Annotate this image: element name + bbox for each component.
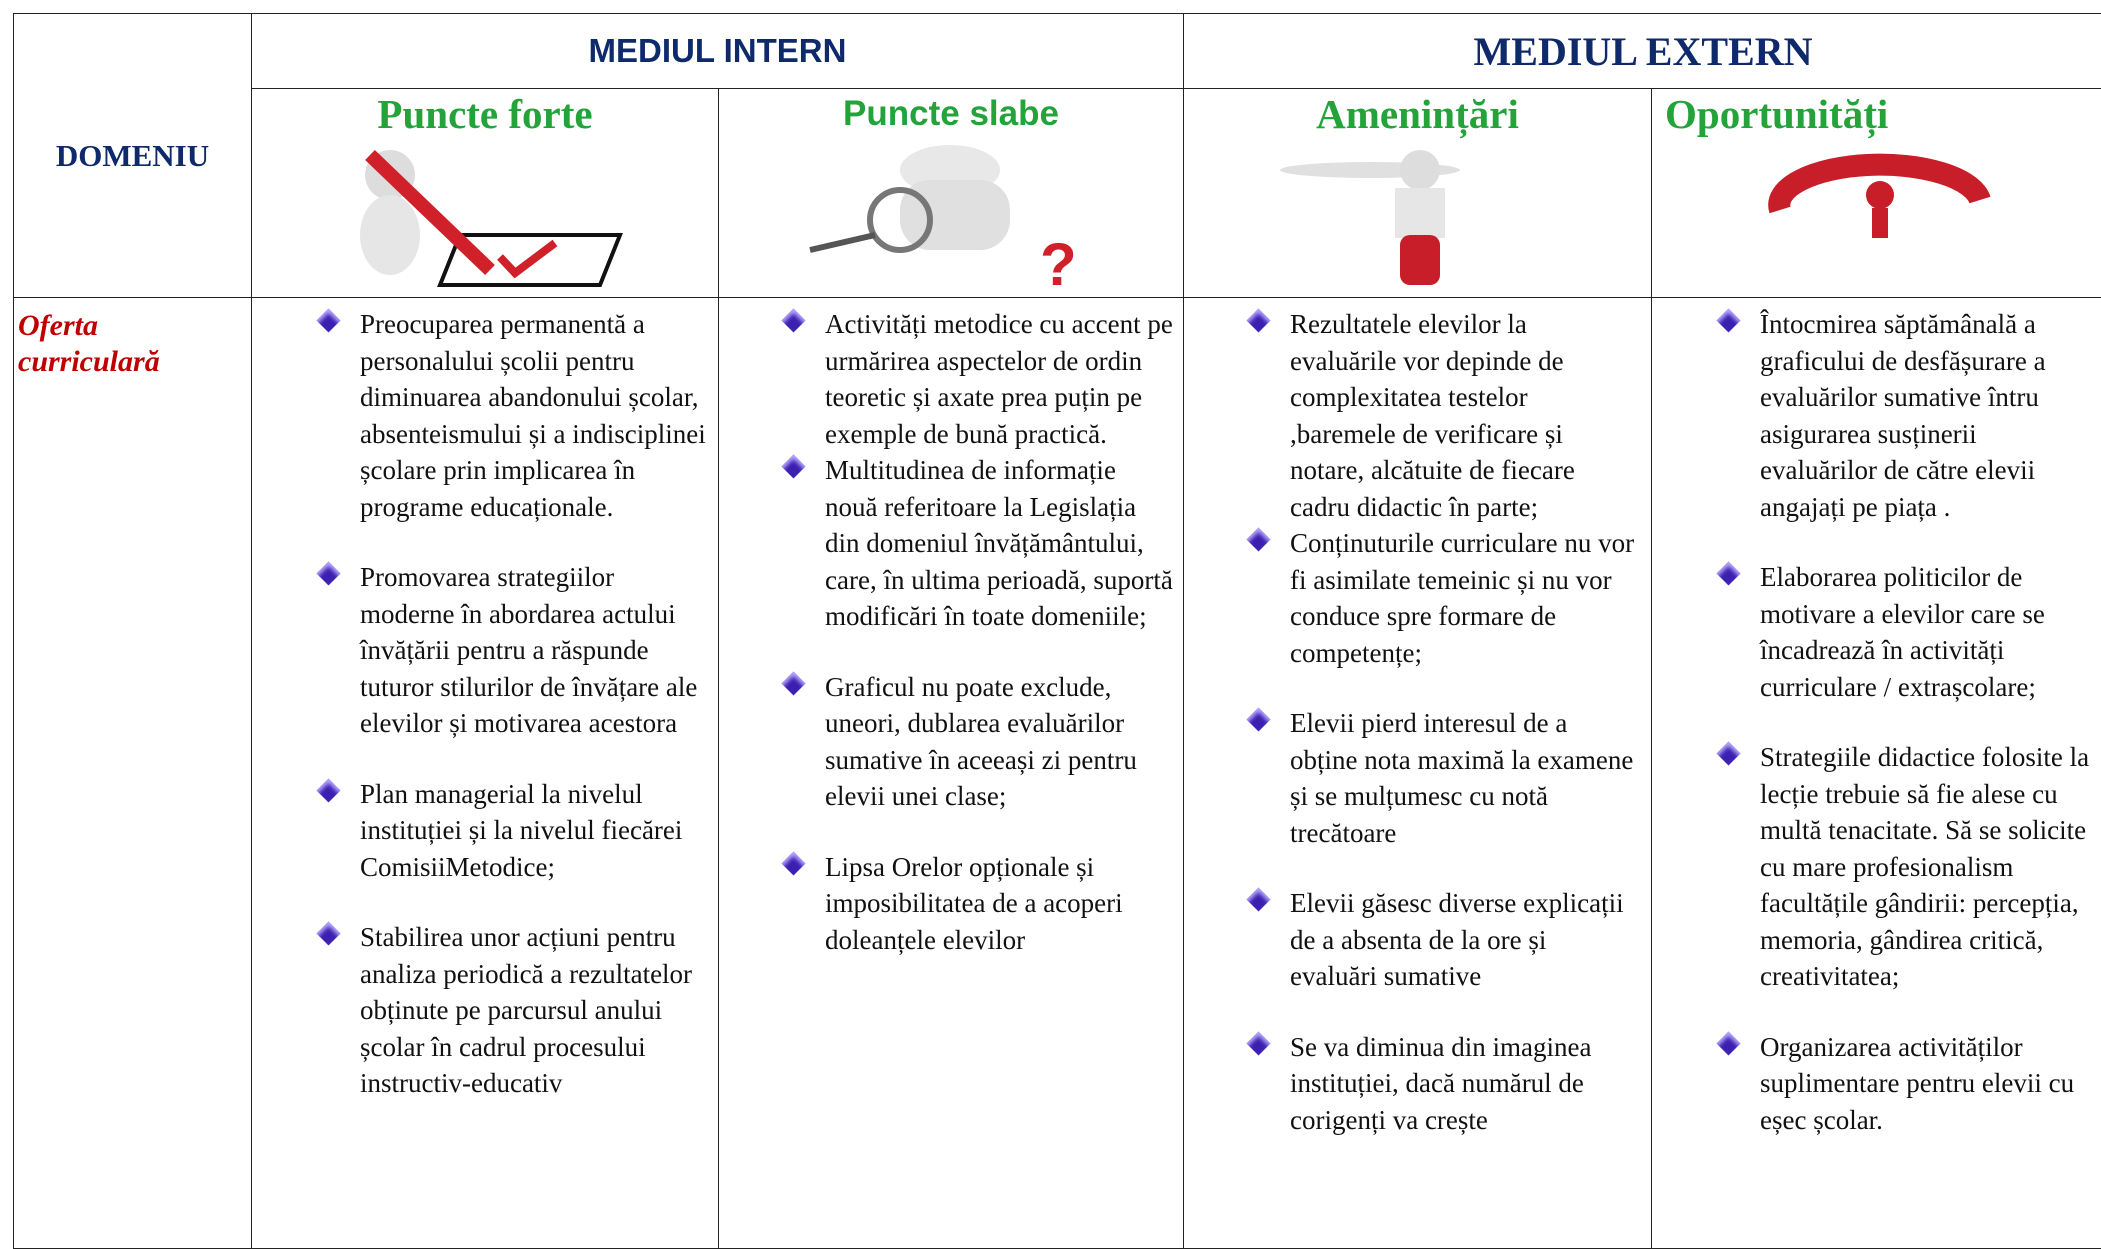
illustration [360, 149, 623, 287]
data-row [13, 297, 2101, 1249]
bullet-item: Se va diminua din imaginea instituției, … [1240, 1029, 1640, 1139]
illustration [1768, 153, 1991, 238]
bullet-item: Rezultatele elevilor la evaluările vor d… [1240, 306, 1640, 525]
bullet-item: Plan managerial la nivelul instituției ș… [310, 776, 710, 886]
bullet-list: Preocuparea permanentă a personalului șc… [310, 306, 710, 1136]
bullet-item: Întocmirea săptămânală a graficului de d… [1710, 306, 2100, 525]
bullet-item: Elaborarea politicilor de motivare a ele… [1710, 559, 2100, 705]
bullet-item: Graficul nu poate exclude, uneori, dubla… [775, 669, 1175, 815]
bullet-item: Elevii găsesc diverse explicații de a ab… [1240, 885, 1640, 995]
bullet-item: Preocuparea permanentă a personalului șc… [310, 306, 710, 525]
column-title: Oportunități [1665, 91, 1889, 137]
column-title: Puncte forte [377, 91, 593, 137]
external-header: MEDIUL EXTERN [1183, 13, 2101, 89]
domain-header: DOMENIU [13, 13, 252, 298]
bullet-item: Organizarea activităților suplimentare p… [1710, 1029, 2100, 1139]
bullet-item: Promovarea strategiilor moderne în abord… [310, 559, 710, 742]
row-domain: Oferta curriculară [18, 309, 160, 378]
illustration: ? [809, 145, 1077, 290]
bullet-item: Multitudinea de informație nouă referito… [775, 452, 1175, 635]
bullet-list: Rezultatele elevilor la evaluările vor d… [1240, 306, 1640, 1172]
column-title: Puncte slabe [843, 94, 1059, 133]
bullet-list: Întocmirea săptămânală a graficului de d… [1710, 306, 2100, 1172]
illustration [1280, 150, 1460, 285]
svg-text:?: ? [1040, 231, 1077, 290]
bullet-item: Elevii pierd interesul de a obține nota … [1240, 705, 1640, 851]
column-title: Amenințări [1316, 91, 1519, 137]
bullet-item: Lipsa Orelor opționale și imposibilitate… [775, 849, 1175, 959]
bullet-item: Stabilirea unor acțiuni pentru analiza p… [310, 919, 710, 1102]
bullet-item: Activități metodice cu accent pe urmărir… [775, 306, 1175, 452]
bullet-list: Activități metodice cu accent pe urmărir… [775, 306, 1175, 992]
bullet-item: Conținuturile curriculare nu vor fi asim… [1240, 525, 1640, 671]
bullet-item: Strategiile didactice folosite la lecție… [1710, 739, 2100, 995]
internal-header: MEDIUL INTERN [251, 13, 1184, 89]
